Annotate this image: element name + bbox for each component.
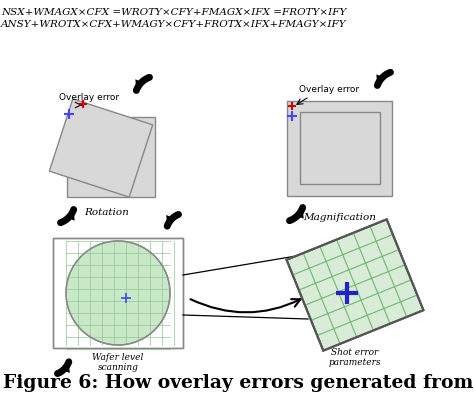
Bar: [53, 238, 183, 348]
Circle shape: [66, 241, 170, 345]
Text: NSX+WMAGX×CFX =WROTY×CFY+FMAGX×IFX =FROTY×IFY: NSX+WMAGX×CFX =WROTY×CFY+FMAGX×IFX =FROT…: [1, 8, 346, 17]
Bar: [300, 112, 380, 184]
Text: ANSY+WROTX×CFX+WMAGY×CFY+FROTX×IFX+FMAGY×IFY: ANSY+WROTX×CFX+WMAGY×CFY+FROTX×IFX+FMAGY…: [1, 20, 346, 29]
Text: Magnification: Magnification: [303, 214, 376, 222]
Text: Rotation: Rotation: [85, 208, 129, 217]
Polygon shape: [49, 99, 153, 197]
Text: Shot error
parameters: Shot error parameters: [329, 348, 381, 367]
Text: Overlay error: Overlay error: [300, 85, 360, 94]
Text: Wafer level
scanning: Wafer level scanning: [92, 353, 144, 372]
Bar: [67, 117, 155, 197]
Bar: [288, 100, 392, 195]
Text: Overlay error: Overlay error: [59, 93, 119, 102]
Polygon shape: [287, 219, 423, 351]
Bar: [53, 238, 183, 348]
Text: Figure 6: How overlay errors generated from: Figure 6: How overlay errors generated f…: [3, 374, 473, 392]
